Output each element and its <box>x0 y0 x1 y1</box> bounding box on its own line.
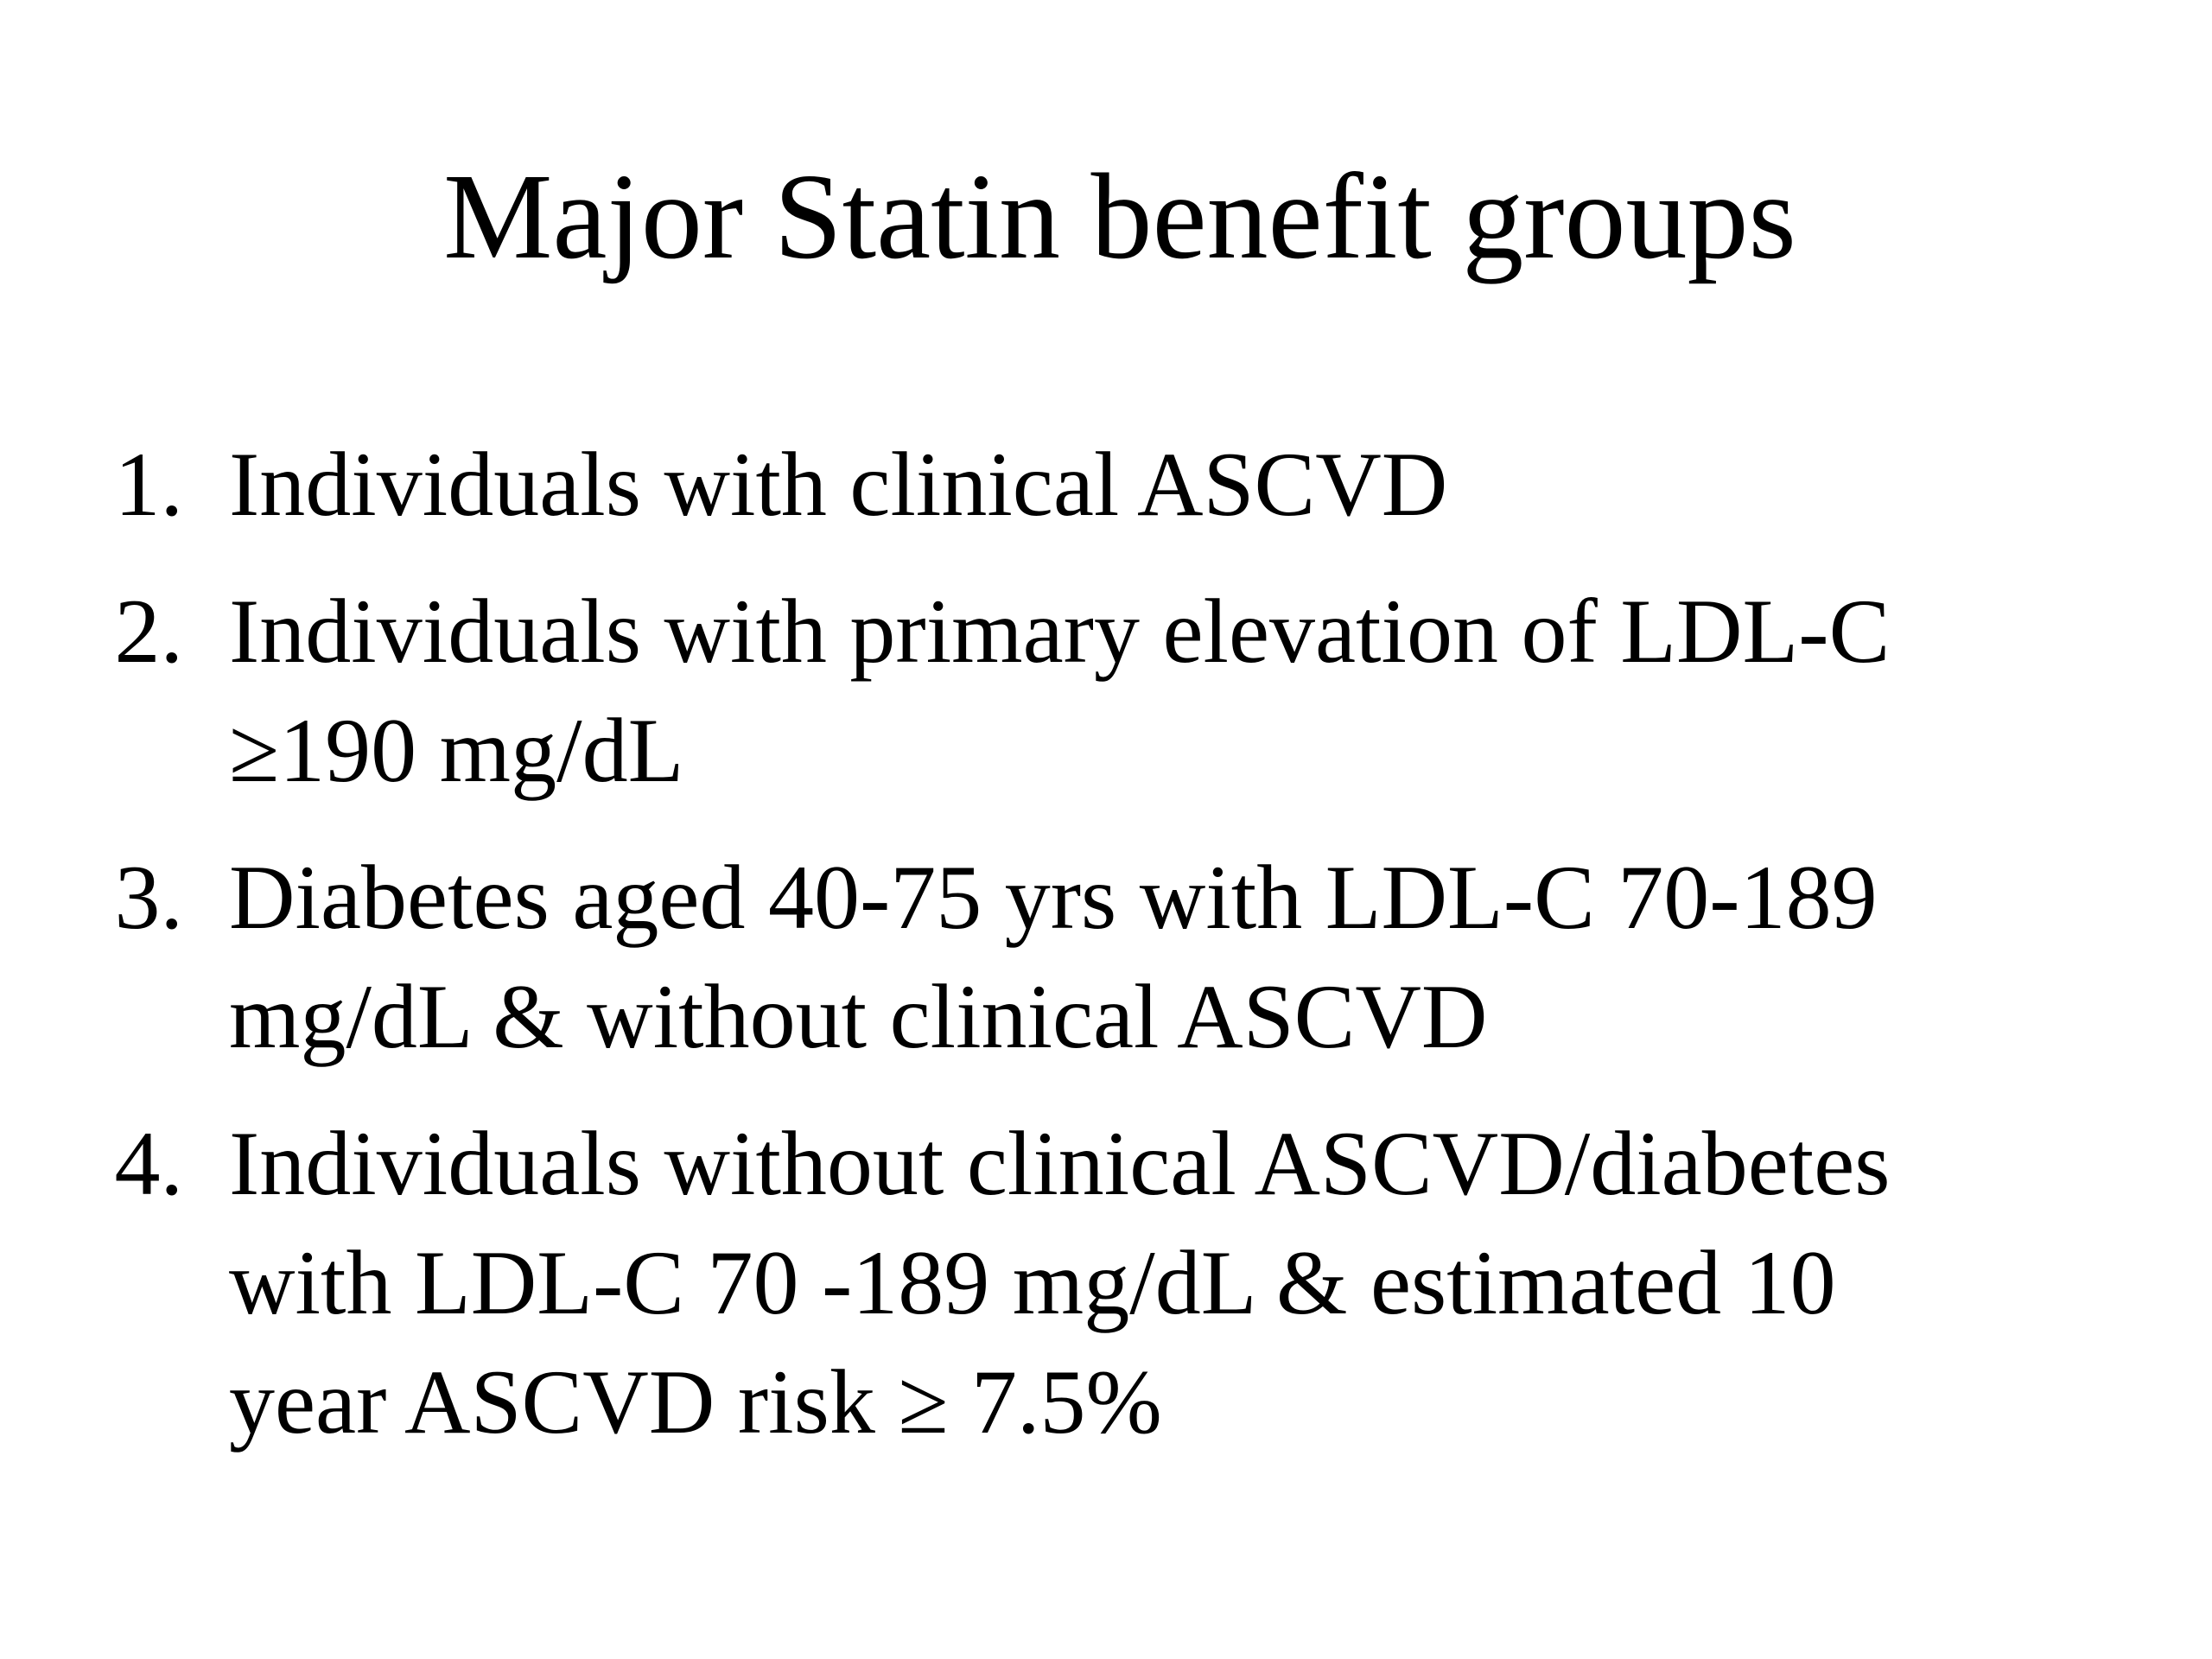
item-text: with LDL-C 70 -189 mg/dL & estimated 10 <box>229 1232 1836 1333</box>
item-text: ≥190 mg/dL <box>229 700 683 801</box>
slide-title: Major Statin benefit groups <box>443 148 1796 284</box>
list-item: 1. Individuals with clinical ASCVD <box>115 434 1448 535</box>
item-number: 1. <box>115 434 184 535</box>
item-text: mg/dL & without clinical ASCVD <box>229 966 1487 1067</box>
item-number: 2. <box>115 581 184 682</box>
item-text: Diabetes aged 40-75 yrs with LDL-C 70-18… <box>229 847 1878 948</box>
item-number: 3. <box>115 847 184 948</box>
item-text: year ASCVD risk ≥ 7.5% <box>229 1351 1162 1452</box>
item-number: 4. <box>115 1113 184 1214</box>
list-item: 2. Individuals with primary elevation of … <box>115 581 1891 801</box>
item-text: Individuals with clinical ASCVD <box>229 434 1447 535</box>
item-text: Individuals without clinical ASCVD/diabe… <box>229 1113 1891 1214</box>
item-text: Individuals with primary elevation of LD… <box>229 581 1890 682</box>
numbered-list: 1. Individuals with clinical ASCVD 2. Indiv… <box>115 434 1891 1452</box>
list-item: 4. Individuals without clinical ASCVD/dia… <box>115 1113 1891 1452</box>
list-item: 3. Diabetes aged 40-75 yrs with LDL-C 70-… <box>115 847 1878 1067</box>
